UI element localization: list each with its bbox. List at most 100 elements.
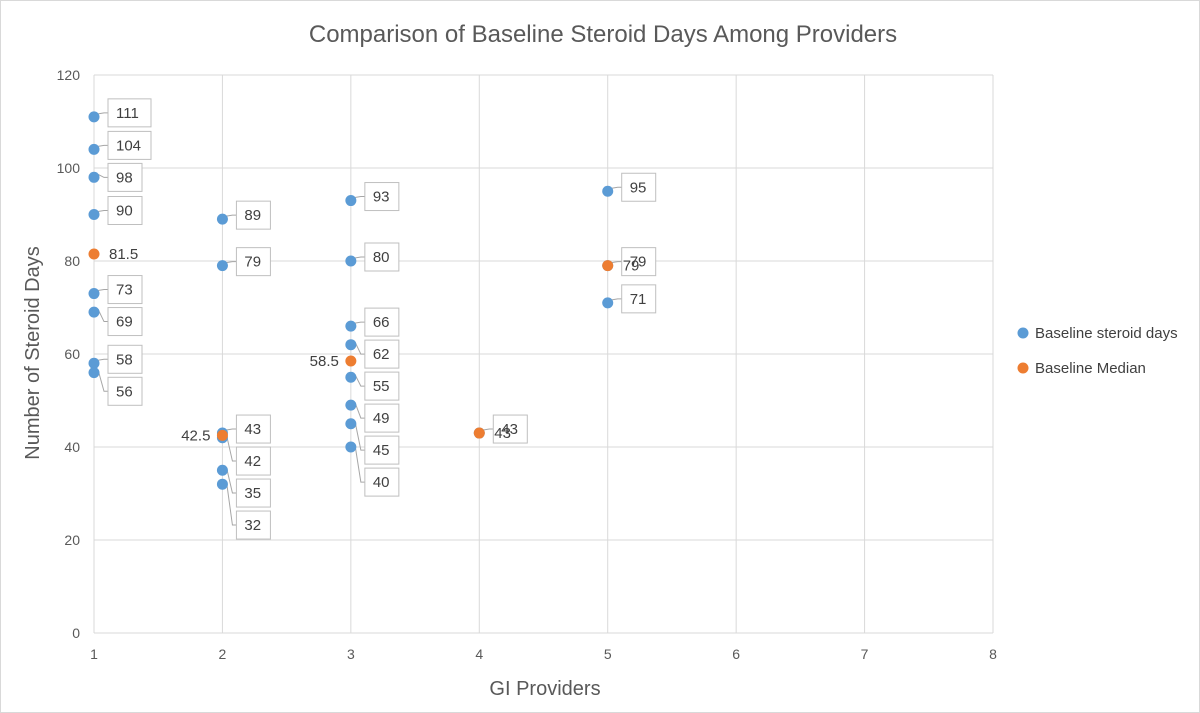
point-baseline-median — [88, 248, 100, 260]
y-tick-label: 0 — [72, 625, 80, 641]
x-tick-label: 1 — [90, 646, 98, 662]
data-labels: 111 104 98 90 73 69 58 56 89 79 43 42 35 32 93 80 66 62 55… — [107, 98, 657, 540]
label-leader-line — [97, 358, 108, 361]
data-label-box — [364, 339, 400, 369]
label-leader-line — [354, 401, 365, 419]
grid-lines — [93, 74, 994, 634]
median-data-label: 58.5 — [310, 353, 339, 370]
data-label: 79 — [244, 254, 261, 271]
data-label-box — [235, 510, 271, 540]
data-label-box — [107, 275, 143, 305]
x-tick-label: 7 — [861, 646, 869, 662]
legend-marker — [1017, 362, 1029, 374]
data-label-box — [107, 196, 143, 225]
label-leader-line — [97, 210, 108, 212]
data-label-box — [235, 414, 271, 444]
label-leader-line — [611, 261, 622, 264]
legend-label: Baseline Median — [1035, 360, 1146, 377]
point-baseline-steroid-days — [345, 441, 357, 453]
median-data-label: 79 — [623, 258, 640, 275]
label-leader-line — [354, 374, 365, 387]
y-tick-label: 100 — [57, 160, 81, 176]
data-label-box — [364, 435, 400, 465]
data-label: 69 — [116, 314, 133, 331]
x-tick-label: 6 — [732, 646, 740, 662]
point-baseline-steroid-days — [345, 418, 357, 430]
data-label-box — [364, 242, 400, 272]
point-baseline-steroid-days — [88, 367, 100, 379]
data-label: 32 — [244, 517, 261, 534]
data-label-box — [107, 307, 143, 337]
data-label: 66 — [373, 314, 390, 331]
data-label: 42 — [244, 453, 261, 470]
data-label: 43 — [244, 421, 261, 438]
point-baseline-steroid-days — [345, 339, 357, 351]
label-leader-line — [354, 196, 365, 199]
point-baseline-steroid-days — [88, 111, 100, 123]
median-data-label: 81.5 — [109, 246, 138, 263]
point-baseline-steroid-days — [216, 478, 228, 490]
data-label-box — [107, 344, 143, 374]
point-baseline-steroid-days — [602, 297, 614, 309]
data-label: 79 — [630, 254, 647, 271]
point-baseline-steroid-days — [345, 399, 357, 411]
label-leader-line — [225, 434, 237, 462]
x-tick-label: 8 — [989, 646, 997, 662]
data-label-box — [364, 403, 400, 433]
data-label-box — [364, 307, 400, 337]
y-tick-label: 60 — [64, 346, 80, 362]
point-baseline-median — [473, 427, 485, 439]
data-label: 104 — [116, 137, 141, 154]
label-leader-line — [97, 289, 108, 292]
legend-marker — [1017, 327, 1029, 339]
label-leader-line — [97, 308, 108, 323]
data-label-box — [107, 98, 152, 128]
label-leader-line — [225, 467, 237, 494]
x-tick-label: 3 — [347, 646, 355, 662]
label-leader-line — [226, 428, 237, 431]
data-label: 40 — [373, 474, 390, 491]
point-baseline-steroid-days — [345, 320, 357, 332]
point-baseline-steroid-days — [216, 464, 228, 476]
data-label-box — [235, 478, 271, 508]
label-leader-line — [483, 428, 494, 431]
label-leader-line — [97, 173, 108, 178]
point-baseline-steroid-days — [88, 209, 100, 220]
legend-label: Baseline steroid days — [1035, 325, 1178, 342]
data-label: 80 — [373, 249, 390, 266]
data-label-box — [107, 130, 152, 160]
point-baseline-steroid-days — [345, 371, 357, 383]
data-label-box — [621, 284, 657, 314]
data-label-box — [235, 200, 271, 230]
data-label-box — [107, 376, 143, 406]
label-leader-line — [611, 298, 622, 301]
point-baseline-steroid-days — [88, 357, 100, 369]
point-baseline-steroid-days — [345, 255, 357, 267]
data-label: 89 — [244, 207, 261, 224]
point-baseline-steroid-days — [345, 195, 357, 207]
point-baseline-steroid-days — [216, 213, 228, 225]
label-leader-lines — [97, 112, 622, 526]
median-data-label: 42.5 — [181, 427, 210, 444]
y-tick-label: 80 — [64, 253, 80, 269]
legend: Baseline steroid days Baseline Median — [1017, 325, 1178, 377]
data-label: 35 — [244, 485, 261, 502]
label-leader-line — [97, 112, 108, 115]
data-label-box — [621, 247, 657, 277]
data-label: 98 — [116, 169, 133, 186]
label-leader-line — [611, 186, 622, 189]
label-leader-line — [97, 144, 108, 147]
y-tick-label: 20 — [64, 532, 80, 548]
point-baseline-steroid-days — [88, 306, 100, 318]
x-axis-title: GI Providers — [489, 678, 600, 700]
data-label-box — [235, 446, 271, 476]
y-axis-title: Number of Steroid Days — [22, 246, 44, 459]
point-baseline-median — [602, 260, 614, 272]
point-baseline-median — [345, 355, 357, 367]
label-leader-line — [354, 443, 365, 483]
data-label: 111 — [116, 105, 139, 122]
label-leader-line — [97, 369, 108, 392]
data-label-box — [621, 172, 657, 202]
